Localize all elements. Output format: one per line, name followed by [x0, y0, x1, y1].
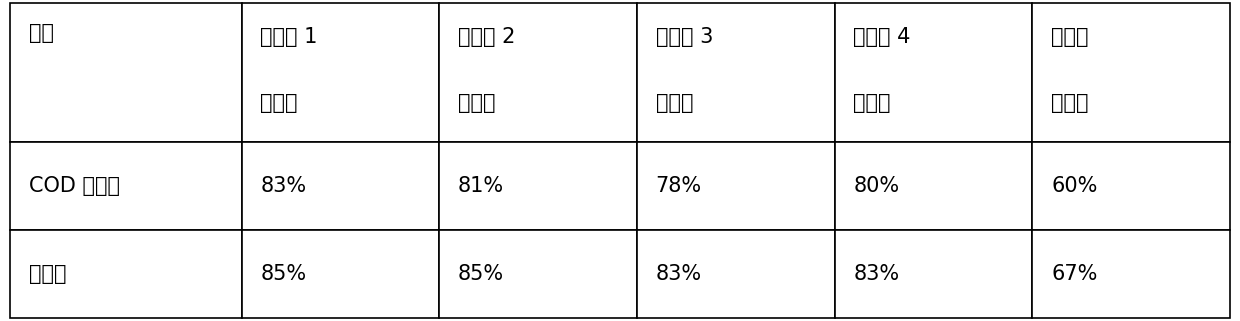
- Text: 80%: 80%: [853, 176, 899, 196]
- Text: 85%: 85%: [260, 264, 306, 284]
- Bar: [439, 230, 637, 318]
- Text: 60%: 60%: [1052, 176, 1097, 196]
- Bar: [835, 142, 1033, 230]
- Text: 实施例 3: 实施例 3: [656, 27, 713, 47]
- Bar: [637, 142, 835, 230]
- Text: 脱色率: 脱色率: [29, 264, 66, 284]
- Bar: [835, 230, 1033, 318]
- Text: 絮凝剂: 絮凝剂: [656, 93, 693, 113]
- Bar: [1033, 230, 1230, 318]
- Text: COD 去除率: COD 去除率: [29, 176, 119, 196]
- Text: 絮凝剂: 絮凝剂: [853, 93, 890, 113]
- Bar: [439, 142, 637, 230]
- Bar: [242, 230, 439, 318]
- Bar: [10, 3, 242, 142]
- Text: 实施例 2: 实施例 2: [458, 27, 516, 47]
- Text: 67%: 67%: [1052, 264, 1097, 284]
- Bar: [1033, 3, 1230, 142]
- Text: 83%: 83%: [656, 264, 702, 284]
- Text: 78%: 78%: [656, 176, 702, 196]
- Text: 絮凝剂: 絮凝剂: [1052, 93, 1089, 113]
- Bar: [637, 230, 835, 318]
- Bar: [439, 3, 637, 142]
- Text: 83%: 83%: [853, 264, 899, 284]
- Text: 83%: 83%: [260, 176, 306, 196]
- Text: 比较例: 比较例: [1052, 27, 1089, 47]
- Bar: [1033, 142, 1230, 230]
- Bar: [10, 142, 242, 230]
- Text: 絮凝剂: 絮凝剂: [260, 93, 298, 113]
- Text: 实施例 4: 实施例 4: [853, 27, 910, 47]
- Text: 项目: 项目: [29, 23, 53, 43]
- Text: 85%: 85%: [458, 264, 505, 284]
- Bar: [835, 3, 1033, 142]
- Bar: [10, 230, 242, 318]
- Bar: [242, 3, 439, 142]
- Bar: [242, 142, 439, 230]
- Text: 絮凝剂: 絮凝剂: [458, 93, 496, 113]
- Text: 实施例 1: 实施例 1: [260, 27, 317, 47]
- Bar: [637, 3, 835, 142]
- Text: 81%: 81%: [458, 176, 505, 196]
